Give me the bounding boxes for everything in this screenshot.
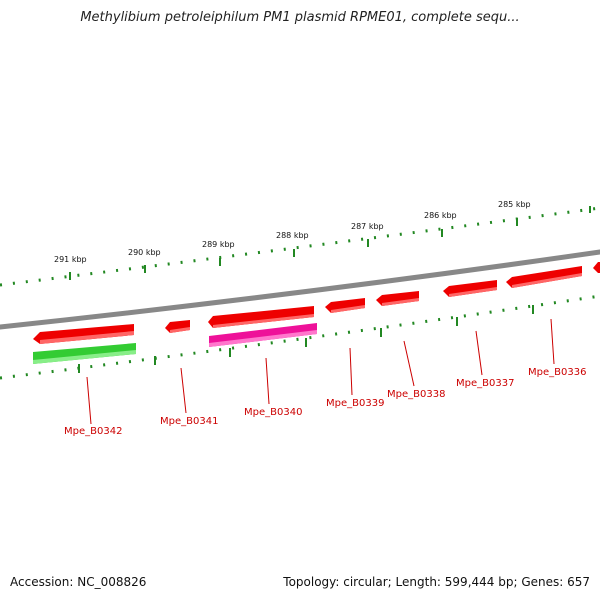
scale-label-288: 288 kbp (276, 231, 309, 240)
plasmid-backbone (0, 249, 600, 330)
scale-label-287: 287 kbp (351, 222, 384, 231)
scale-label-291: 291 kbp (54, 255, 87, 264)
gene-mpe-b0342[interactable] (33, 324, 134, 344)
scale-label-285: 285 kbp (498, 200, 531, 209)
gene-label-b0340[interactable]: Mpe_B0340 (244, 407, 302, 418)
gene-mpe-b0340[interactable] (208, 306, 314, 328)
scale-label-290: 290 kbp (128, 248, 161, 257)
gene-label-b0341[interactable]: Mpe_B0341 (160, 416, 218, 427)
gene-label-b0337[interactable]: Mpe_B0337 (456, 378, 514, 389)
gene-mpe-b0341[interactable] (165, 320, 190, 333)
gene-label-b0338[interactable]: Mpe_B0338 (387, 389, 445, 400)
inner-scale-track (0, 294, 600, 380)
gene-mpe-b0342-green[interactable] (33, 343, 136, 364)
gene-mpe-b0338[interactable] (376, 291, 419, 306)
gene-label-b0342[interactable]: Mpe_B0342 (64, 426, 122, 437)
gene-label-b0339[interactable]: Mpe_B0339 (326, 398, 384, 409)
scale-label-289: 289 kbp (202, 240, 235, 249)
gene-mpe-b0339[interactable] (325, 298, 365, 313)
gene-partial-right[interactable] (593, 262, 600, 273)
outer-scale-track (0, 206, 600, 287)
scale-label-286: 286 kbp (424, 211, 457, 220)
gene-mpe-b0337[interactable] (443, 280, 497, 297)
accession-text: Accession: NC_008826 (10, 575, 147, 589)
gene-label-b0336[interactable]: Mpe_B0336 (528, 367, 586, 378)
topology-summary: Topology: circular; Length: 599,444 bp; … (283, 575, 590, 589)
gene-mpe-b0340-magenta[interactable] (209, 323, 317, 347)
map-title: Methylibium petroleiphilum PM1 plasmid R… (80, 10, 520, 25)
gene-mpe-b0336[interactable] (506, 266, 582, 288)
label-leader-lines (86, 318, 555, 425)
